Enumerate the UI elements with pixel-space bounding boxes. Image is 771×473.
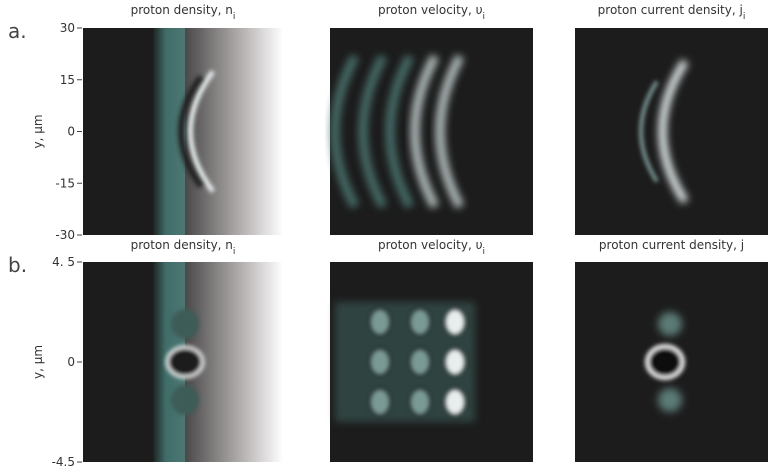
panel-title: proton current density, j <box>599 238 744 252</box>
wave-cell <box>370 349 390 375</box>
bubble <box>171 309 199 339</box>
y-tick-label: -30 <box>55 228 75 242</box>
panel <box>575 28 768 235</box>
panel-title-text: proton density, n <box>131 238 233 252</box>
bubble <box>171 385 199 415</box>
panel <box>83 28 283 235</box>
panel-title: proton current density, ji <box>598 3 746 22</box>
panel-title: proton velocity, υi <box>378 238 485 257</box>
row-label: b. <box>8 253 27 277</box>
current-core <box>647 346 683 378</box>
panel <box>575 262 768 462</box>
wave-cell <box>445 309 465 335</box>
current-cell <box>658 312 682 336</box>
panel <box>330 28 533 235</box>
y-tick-label: 0 <box>67 355 75 369</box>
panel-title: proton velocity, υi <box>378 3 485 22</box>
wave-cell <box>445 349 465 375</box>
wave-cell <box>370 309 390 335</box>
y-tick-label: 15 <box>60 73 75 87</box>
wave-cell <box>410 389 430 415</box>
y-tick-label: -15 <box>55 176 75 190</box>
panel-title-text: proton velocity, υ <box>378 238 483 252</box>
wave-cell <box>370 389 390 415</box>
panel-title-subscript: i <box>233 12 236 22</box>
y-axis-label: y, μm <box>31 114 45 148</box>
y-tick-label: 30 <box>60 21 75 35</box>
current-cell <box>658 388 682 412</box>
panel-title: proton density, ni <box>131 3 236 22</box>
panel-title-text: proton current density, j <box>599 238 744 252</box>
panel <box>83 262 283 462</box>
y-tick-label: 0 <box>67 125 75 139</box>
figure: a.y, μmproton density, niproton velocity… <box>0 0 771 473</box>
panel-title-subscript: i <box>483 247 486 257</box>
panel-title-subscript: i <box>743 12 746 22</box>
y-axis-label: y, μm <box>31 345 45 379</box>
panel <box>330 262 533 462</box>
panel-title-subscript: i <box>483 12 486 22</box>
row-label: a. <box>8 19 27 43</box>
bubble <box>167 347 203 377</box>
panel-title-text: proton velocity, υ <box>378 3 483 17</box>
y-tick-label: -4.5 <box>52 455 75 469</box>
panel-title-text: proton current density, j <box>598 3 743 17</box>
panel-title-subscript: i <box>233 247 236 257</box>
image-bg <box>575 28 768 235</box>
panel-title: proton density, ni <box>131 238 236 257</box>
panel-title-text: proton density, n <box>131 3 233 17</box>
wave-cell <box>410 349 430 375</box>
density-gradient <box>185 28 283 235</box>
wave-cell <box>410 309 430 335</box>
y-tick-label: 4. 5 <box>52 255 75 269</box>
wave-cell <box>445 389 465 415</box>
